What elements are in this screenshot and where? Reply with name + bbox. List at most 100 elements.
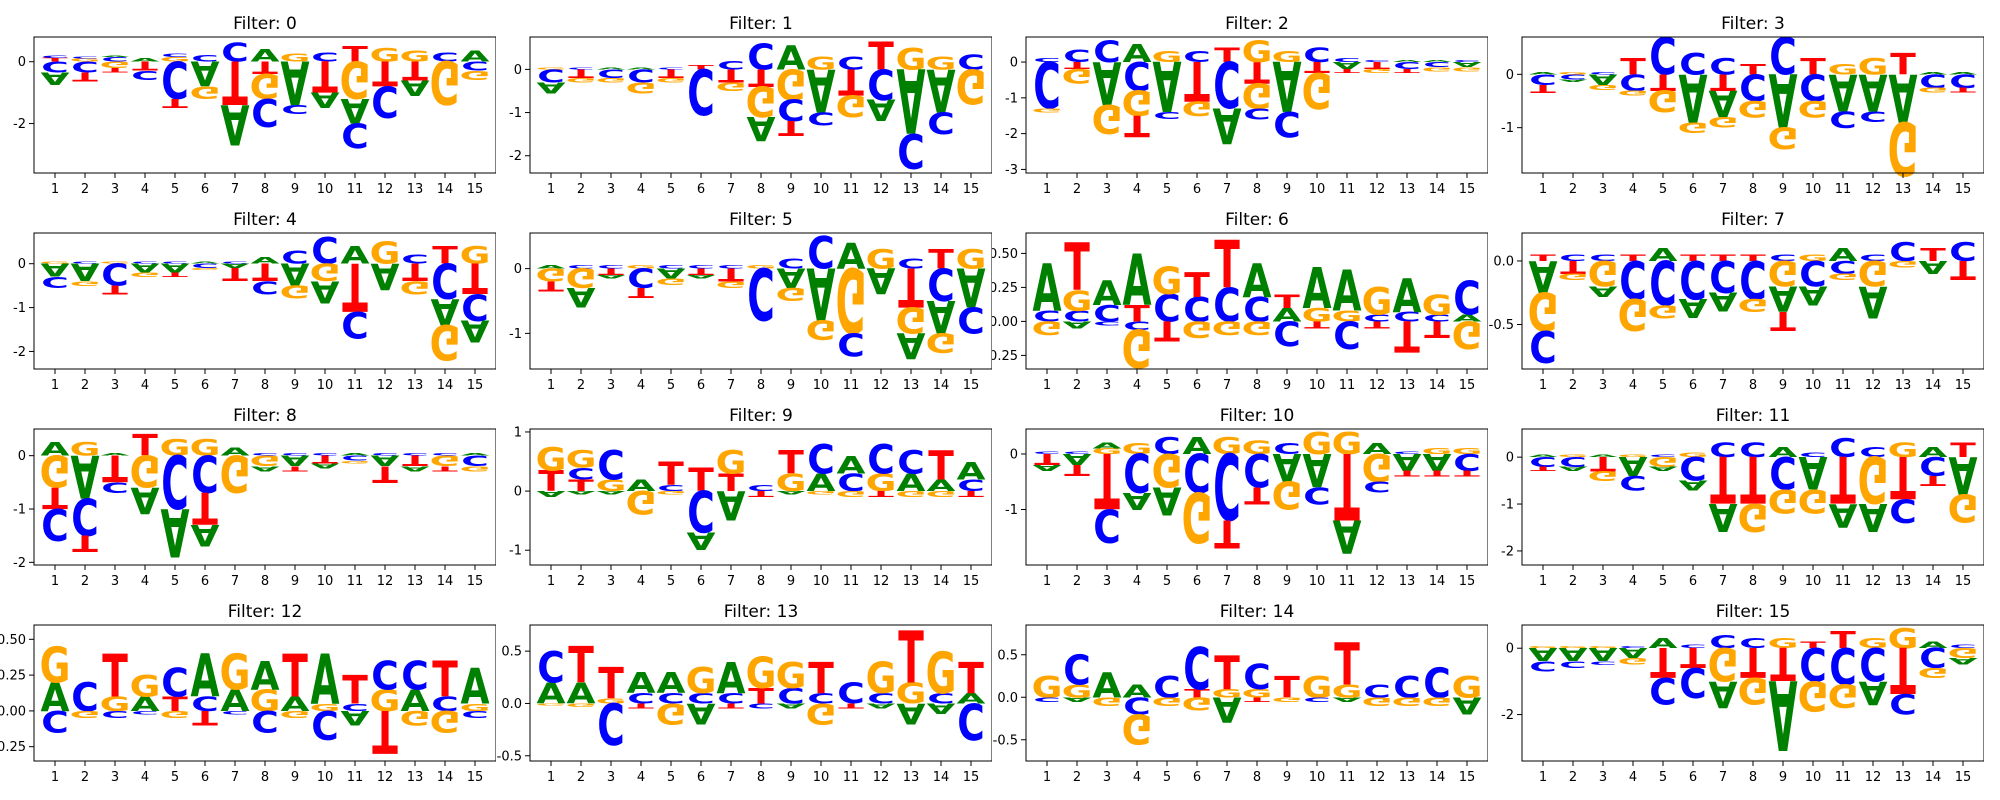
logo-letter-c: C <box>1063 46 1091 66</box>
x-tick-label: 4 <box>637 770 645 785</box>
logo-letter-g: G <box>310 702 341 713</box>
logo-letter-g: G <box>1588 252 1619 293</box>
logo-letter-a: A <box>1302 443 1332 497</box>
logo-chart: ACTGCAATGGACCGAGCACTACTGACGCAGCTACGAGTCA… <box>1501 428 1984 589</box>
x-tick-label: 15 <box>467 574 484 589</box>
logo-letter-a: A <box>746 109 775 147</box>
x-tick-label: 7 <box>727 182 735 197</box>
x-tick-label: 2 <box>1073 182 1081 197</box>
logo-letter-c: C <box>281 102 309 117</box>
logo-letter-g: G <box>776 284 807 305</box>
logo-letter-a: A <box>1858 62 1887 122</box>
logo-letter-c: C <box>1769 446 1797 498</box>
logo-letter-g: G <box>430 47 461 116</box>
logo-letter-a: A <box>896 325 926 367</box>
logo-letter-t: T <box>1740 441 1766 516</box>
logo-letter-c: C <box>567 265 595 270</box>
logo-letter-t: T <box>1064 60 1090 71</box>
logo-letter-c: C <box>41 58 69 75</box>
x-tick-label: 15 <box>1955 182 1972 197</box>
logo-letter-g: G <box>656 276 687 286</box>
logo-letter-t: T <box>222 47 248 116</box>
logo-letter-g: G <box>806 490 837 495</box>
y-tick-label: -1 <box>509 544 522 559</box>
y-tick-label: 0 <box>18 257 26 272</box>
logo-letter-t: T <box>1244 481 1270 507</box>
logo-letter-a: A <box>926 476 956 495</box>
logo-letter-c: C <box>1093 499 1121 553</box>
logo-letter-g: G <box>310 258 341 285</box>
x-tick-label: 1 <box>547 574 555 589</box>
y-tick-label: -1 <box>13 301 26 316</box>
logo-letter-c: C <box>71 261 99 265</box>
logo-letter-g: G <box>220 644 251 701</box>
logo-letter-c: C <box>597 689 625 755</box>
logo-letter-c: C <box>1919 642 1947 674</box>
y-tick-label: -0.25 <box>992 349 1018 364</box>
logo-letter-c: C <box>1829 106 1857 132</box>
logo-letter-c: C <box>1859 253 1887 263</box>
logo-letter-t: T <box>1184 267 1210 306</box>
logo-letter-a: A <box>566 490 596 495</box>
logo-letter-g: G <box>1362 280 1393 324</box>
logo-letter-a: A <box>40 259 69 280</box>
logo-letter-a: A <box>1828 496 1857 533</box>
x-tick-label: 1 <box>547 770 555 785</box>
x-tick-label: 7 <box>1719 182 1727 197</box>
logo-letter-g: G <box>1828 676 1859 713</box>
logo-letter-c: C <box>1243 105 1271 122</box>
logo-letter-g: G <box>1648 83 1679 117</box>
x-tick-label: 7 <box>1223 378 1231 393</box>
logo-letter-c: C <box>837 53 865 74</box>
logo-letter-g: G <box>596 76 627 83</box>
logo-letter-a: A <box>1032 463 1061 472</box>
logo-letter-c: C <box>747 484 775 493</box>
logo-letter-t: T <box>372 53 398 92</box>
x-tick-label: 3 <box>111 770 119 785</box>
logo-letter-a: A <box>1588 454 1618 458</box>
logo-letter-c: C <box>131 710 159 715</box>
x-tick-label: 3 <box>1103 574 1111 589</box>
logo-letter-t: T <box>1890 47 1916 81</box>
logo-letter-g: G <box>1768 482 1799 519</box>
logo-letter-c: C <box>1589 253 1617 263</box>
logo-letter-t: T <box>1530 465 1556 472</box>
x-tick-label: 5 <box>667 574 675 589</box>
logo-letter-g: G <box>1332 681 1363 701</box>
logo-letter-a: A <box>536 265 565 270</box>
logo-letter-c: C <box>1859 445 1887 460</box>
x-tick-label: 10 <box>317 770 334 785</box>
x-tick-label: 15 <box>963 182 980 197</box>
x-tick-label: 4 <box>141 770 149 785</box>
logo-letter-c: C <box>1559 253 1587 263</box>
logo-chart: ACTGCACAGTCGCTGCAGCTAGTCGCAGTCGGACGACTAG… <box>1501 26 1984 197</box>
logo-letter-c: C <box>657 484 685 493</box>
logo-letter-g: G <box>1062 64 1093 87</box>
logo-letter-t: T <box>1920 245 1946 265</box>
panel-title: Filter: 2 <box>1225 14 1289 34</box>
logo-letter-a: A <box>340 90 369 129</box>
x-tick-label: 11 <box>1339 574 1356 589</box>
logo-letter-a: A <box>1918 640 1947 650</box>
y-tick-label: 0.50 <box>0 633 26 648</box>
logo-letter-c: C <box>897 122 925 177</box>
logo-letter-c: C <box>1889 237 1917 268</box>
logo-letter-g: G <box>926 489 957 498</box>
y-tick-label: -2 <box>1501 544 1514 559</box>
logo-letter-g: G <box>1618 88 1649 96</box>
logo-letter-g: G <box>1242 75 1273 114</box>
logo-letter-t: T <box>688 462 714 500</box>
x-tick-label: 11 <box>843 378 860 393</box>
logo-letter-g: G <box>1362 445 1393 489</box>
logo-letter-g: G <box>1768 121 1799 155</box>
panel-title: Filter: 5 <box>729 210 793 230</box>
logo-letter-g: G <box>1948 645 1979 661</box>
panel-title: Filter: 1 <box>729 14 793 34</box>
logo-letter-g: G <box>746 76 777 124</box>
logo-letter-a: A <box>400 75 430 99</box>
x-tick-label: 6 <box>1689 574 1697 589</box>
